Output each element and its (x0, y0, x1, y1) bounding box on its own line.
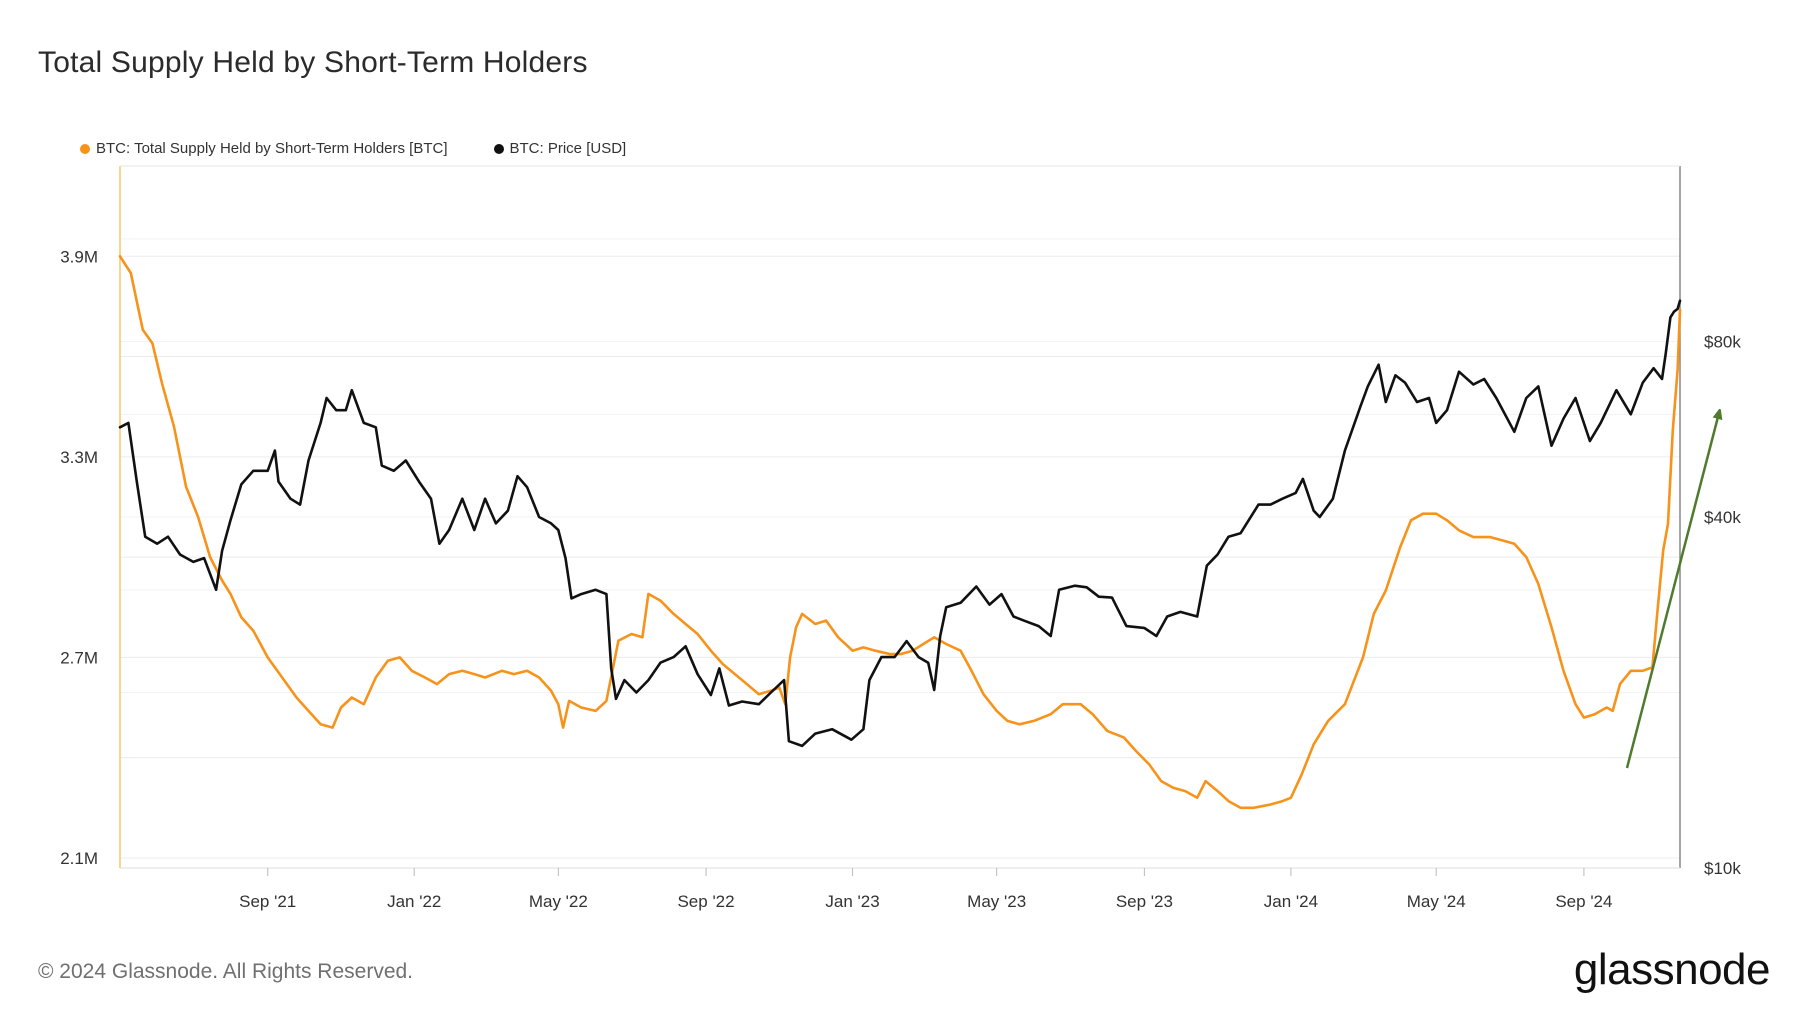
copyright-footer: © 2024 Glassnode. All Rights Reserved. (38, 960, 414, 983)
y-left-tick-label: 2.7M (60, 648, 98, 667)
x-tick-label: Jan '22 (387, 892, 441, 911)
series-layer (118, 255, 1682, 810)
glassnode-logo: glassnode (1573, 945, 1771, 994)
x-tick-label: May '23 (967, 892, 1026, 911)
x-tick-label: Jan '23 (825, 892, 879, 911)
grid (120, 238, 1680, 869)
trend-arrow (1625, 413, 1719, 769)
legend-label-sth-supply: BTC: Total Supply Held by Short-Term Hol… (96, 140, 448, 157)
x-tick-label: May '22 (529, 892, 588, 911)
chart-title: Total Supply Held by Short-Term Holders (38, 46, 588, 79)
x-tick-label: Sep '24 (1555, 892, 1612, 911)
legend-item-price[interactable]: BTC: Price [USD] (493, 140, 627, 157)
x-tick-label: Sep '23 (1116, 892, 1173, 911)
y-right-tick-label: $40k (1704, 508, 1741, 527)
legend-item-sth-supply[interactable]: BTC: Total Supply Held by Short-Term Hol… (80, 140, 448, 157)
annotation-layer (1625, 413, 1719, 769)
btc-price-line (118, 299, 1682, 748)
legend-dot-sth-supply (80, 143, 90, 154)
axes: 2.1M 2.7M 3.3M 3.9M $10k $40k $80k Sep '21 Jan '… (60, 165, 1741, 911)
y-right-tick-label: $80k (1704, 333, 1741, 352)
sth-supply-line (118, 255, 1682, 810)
x-tick-label: Jan '24 (1264, 892, 1318, 911)
y-right-tick-label: $10k (1704, 859, 1741, 878)
x-tick-label: May '24 (1407, 892, 1466, 911)
x-tick-label: Sep '22 (677, 892, 734, 911)
legend: BTC: Total Supply Held by Short-Term Hol… (80, 140, 626, 157)
x-tick-label: Sep '21 (239, 892, 296, 911)
y-left-tick-label: 2.1M (60, 849, 98, 868)
legend-label-price: BTC: Price [USD] (509, 140, 627, 157)
y-left-tick-label: 3.9M (60, 247, 98, 266)
y-left-tick-label: 3.3M (60, 448, 98, 467)
legend-dot-price (493, 143, 504, 154)
